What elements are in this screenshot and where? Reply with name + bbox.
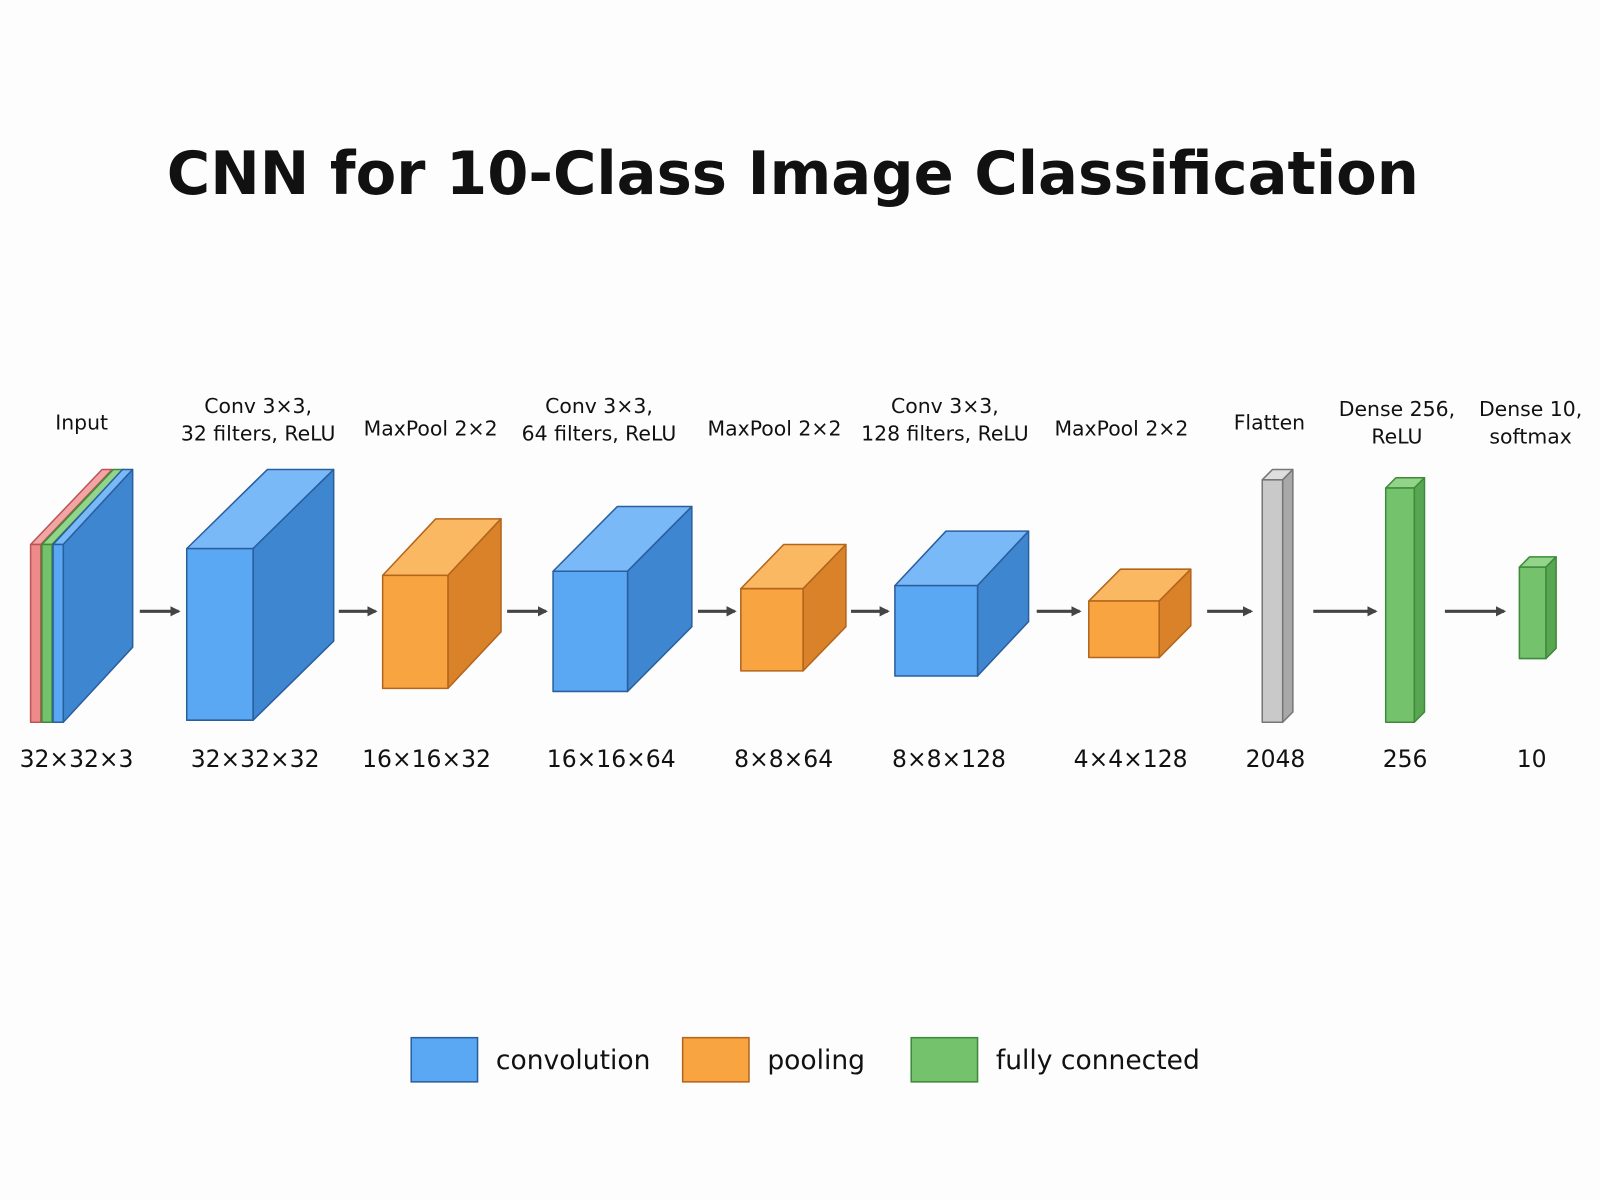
layer-label: Conv 3×3,: [545, 394, 653, 418]
layer-shape: 2048: [1246, 745, 1306, 773]
layer-label: MaxPool 2×2: [708, 416, 842, 440]
layer-label: Input: [55, 410, 108, 434]
layer-label: Conv 3×3,: [204, 394, 312, 418]
layer-label: Flatten: [1234, 410, 1305, 434]
box-front: [740, 587, 804, 672]
box-front: [1518, 566, 1547, 660]
layer-label: Conv 3×3,: [891, 394, 999, 418]
box-side: [1281, 468, 1294, 724]
box-front: [1088, 600, 1160, 659]
box-front: [894, 584, 979, 677]
layer-shape: 8×8×128: [892, 745, 1006, 773]
box-front: [41, 543, 53, 724]
layer-label: ReLU: [1371, 425, 1422, 449]
legend-label: convolution: [496, 1045, 651, 1076]
layer-shape: 32×32×32: [191, 745, 320, 773]
layer-label: 64 filters, ReLU: [522, 422, 677, 446]
layer-shape: 16×16×32: [362, 745, 491, 773]
box-front: [1261, 479, 1284, 724]
box-front: [185, 547, 254, 721]
legend-label: fully connected: [996, 1045, 1200, 1076]
layer-label: Dense 256,: [1339, 397, 1455, 421]
layer-label: 128 filters, ReLU: [861, 422, 1029, 446]
layer-shape: 32×32×3: [20, 745, 134, 773]
box-side: [1545, 556, 1557, 660]
layer-label: 32 filters, ReLU: [181, 422, 336, 446]
layer-shape: 8×8×64: [734, 745, 833, 773]
box-side: [1413, 476, 1426, 724]
box-front: [52, 543, 65, 724]
layer-label: MaxPool 2×2: [364, 416, 498, 440]
layer-shape: 16×16×64: [547, 745, 676, 773]
legend-label: pooling: [767, 1045, 865, 1076]
layer-label: MaxPool 2×2: [1054, 416, 1188, 440]
legend-swatch: [910, 1036, 979, 1083]
title: CNN for 10-Class Image Classification: [167, 140, 1419, 209]
legend-swatch: [681, 1036, 750, 1083]
layer-label: Dense 10,: [1479, 397, 1582, 421]
box-front: [552, 570, 629, 693]
layer-shape: 4×4×128: [1074, 745, 1188, 773]
layer-label: softmax: [1489, 425, 1571, 449]
box-front: [29, 543, 42, 724]
legend-swatch: [410, 1036, 479, 1083]
box-front: [1384, 487, 1416, 724]
layer-shape: 10: [1517, 745, 1547, 773]
layer-shape: 256: [1383, 745, 1428, 773]
box-front: [381, 574, 449, 690]
